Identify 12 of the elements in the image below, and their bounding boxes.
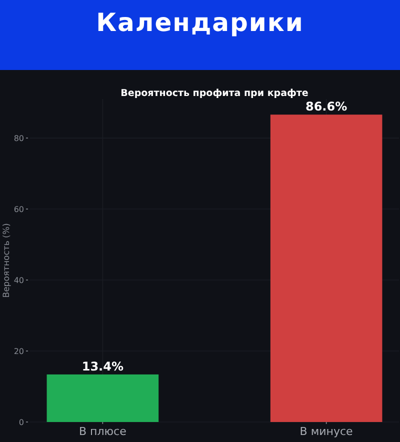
y-tick-label: 20 xyxy=(14,346,24,356)
chart-title: Календарики xyxy=(96,8,304,37)
x-tick-label: В плюсе xyxy=(79,425,127,438)
chart-subtitle: Вероятность профита при крафте xyxy=(120,88,308,99)
y-tick-label: 0 xyxy=(18,418,24,427)
y-tick-label: 40 xyxy=(14,276,24,285)
data-label: 86.6% xyxy=(306,100,348,114)
y-tick-label: 80 xyxy=(14,134,24,143)
y-tick-label: 60 xyxy=(14,204,24,214)
x-tick-label: В минусе xyxy=(300,425,354,438)
data-label: 13.4% xyxy=(82,359,124,374)
y-axis-title: Вероятность (%) xyxy=(2,223,12,298)
